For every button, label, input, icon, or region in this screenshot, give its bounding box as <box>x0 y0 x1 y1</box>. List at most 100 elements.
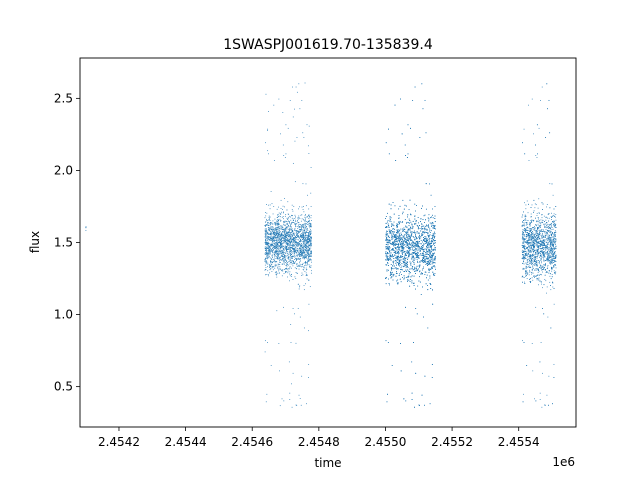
scatter-point <box>413 342 414 343</box>
scatter-point <box>290 262 291 263</box>
scatter-point <box>427 240 428 241</box>
scatter-point <box>302 218 303 219</box>
scatter-point <box>286 263 287 264</box>
scatter-point <box>429 255 430 256</box>
scatter-point <box>289 267 290 268</box>
scatter-point <box>309 126 310 127</box>
scatter-point <box>271 229 272 230</box>
scatter-point <box>269 223 270 224</box>
scatter-point <box>302 273 303 274</box>
scatter-point <box>265 244 266 245</box>
scatter-point <box>283 240 284 241</box>
scatter-point <box>306 274 307 275</box>
scatter-point <box>277 215 278 216</box>
scatter-point <box>270 220 271 221</box>
scatter-point <box>307 241 308 242</box>
scatter-point <box>268 111 269 112</box>
scatter-point <box>278 224 279 225</box>
scatter-point <box>310 243 311 244</box>
scatter-point <box>301 100 302 101</box>
scatter-point <box>300 234 301 235</box>
scatter-point <box>296 255 297 256</box>
scatter-point <box>299 238 300 239</box>
scatter-point <box>282 255 283 256</box>
scatter-point <box>407 264 408 265</box>
scatter-point <box>289 216 290 217</box>
scatter-point <box>405 219 406 220</box>
scatter-point <box>280 216 281 217</box>
scatter-point <box>302 230 303 231</box>
scatter-point <box>296 272 297 273</box>
scatter-point <box>281 234 282 235</box>
scatter-point <box>427 275 428 276</box>
scatter-point <box>281 232 282 233</box>
scatter-point <box>292 241 293 242</box>
scatter-point <box>392 255 393 256</box>
scatter-point <box>302 258 303 259</box>
scatter-point <box>429 252 430 253</box>
scatter-point <box>426 263 427 264</box>
scatter-point <box>279 234 280 235</box>
scatter-point <box>427 263 428 264</box>
scatter-point <box>426 277 427 278</box>
scatter-point <box>303 183 304 184</box>
scatter-point <box>396 273 397 274</box>
scatter-point <box>279 233 280 234</box>
scatter-point <box>279 237 280 238</box>
scatter-point <box>285 245 286 246</box>
scatter-point <box>397 232 398 233</box>
scatter-point <box>407 259 408 260</box>
scatter-point <box>273 105 274 106</box>
scatter-point <box>270 231 271 232</box>
scatter-point <box>419 270 420 271</box>
scatter-point <box>272 267 273 268</box>
scatter-point <box>273 233 274 234</box>
scatter-point <box>269 267 270 268</box>
scatter-point <box>297 137 298 138</box>
scatter-point <box>308 330 309 331</box>
scatter-point <box>280 257 281 258</box>
scatter-point <box>408 153 409 154</box>
scatter-point <box>280 268 281 269</box>
scatter-point <box>303 269 304 270</box>
scatter-point <box>290 220 291 221</box>
scatter-point <box>412 255 413 256</box>
scatter-point <box>282 271 283 272</box>
scatter-point <box>408 280 409 281</box>
scatter-point <box>278 264 279 265</box>
scatter-point <box>267 248 268 249</box>
scatter-point <box>422 242 423 243</box>
scatter-point <box>278 252 279 253</box>
scatter-point <box>276 246 277 247</box>
scatter-point <box>271 365 272 366</box>
scatter-point <box>422 247 423 248</box>
scatter-point <box>269 252 270 253</box>
scatter-point <box>293 373 294 374</box>
scatter-point <box>306 231 307 232</box>
scatter-point <box>294 109 295 110</box>
scatter-point <box>308 145 309 146</box>
scatter-point <box>277 229 278 230</box>
scatter-point <box>434 259 435 260</box>
scatter-point <box>390 258 391 259</box>
scatter-point <box>311 251 312 252</box>
scatter-point <box>268 234 269 235</box>
scatter-point <box>278 227 279 228</box>
scatter-point <box>393 228 394 229</box>
scatter-point <box>427 226 428 227</box>
scatter-point <box>422 234 423 235</box>
scatter-point <box>393 244 394 245</box>
scatter-point <box>407 231 408 232</box>
scatter-point <box>298 83 299 84</box>
scatter-point <box>391 230 392 231</box>
scatter-point <box>305 227 306 228</box>
scatter-point <box>400 239 401 240</box>
scatter-point <box>274 232 275 233</box>
scatter-point <box>390 250 391 251</box>
scatter-point <box>412 231 413 232</box>
scatter-point <box>404 231 405 232</box>
scatter-point <box>419 405 420 406</box>
scatter-point <box>300 250 301 251</box>
scatter-point <box>274 230 275 231</box>
scatter-point <box>299 222 300 223</box>
